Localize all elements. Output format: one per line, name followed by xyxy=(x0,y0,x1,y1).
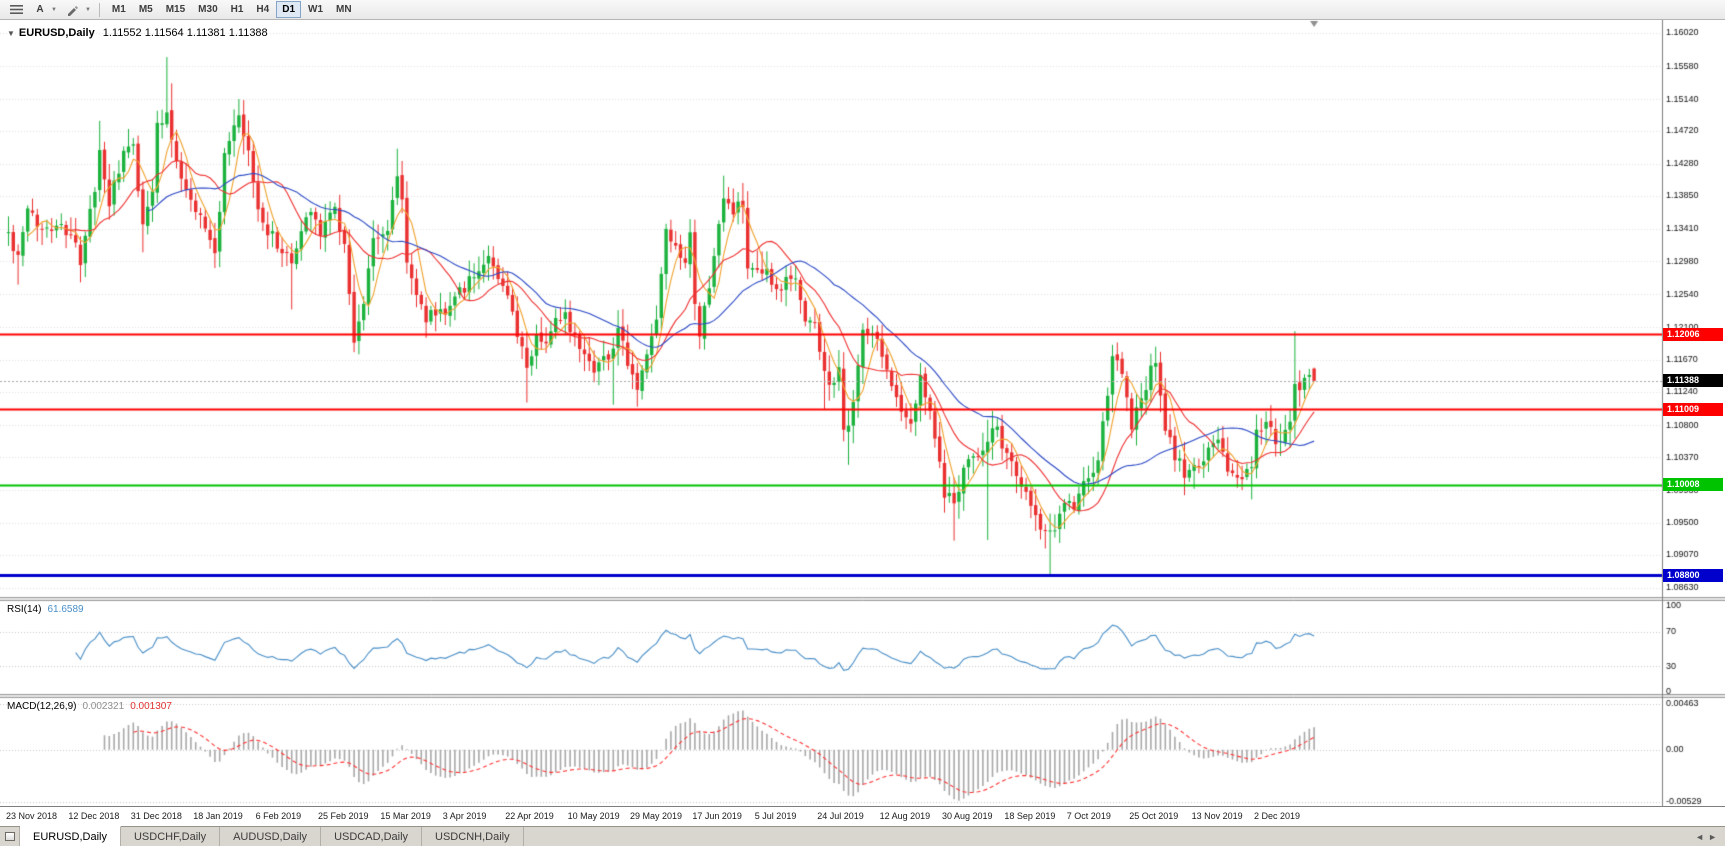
time-axis-label: 12 Dec 2018 xyxy=(68,811,120,821)
price-line-badge: 1.11009 xyxy=(1663,402,1723,416)
timeframe-button-m30[interactable]: M30 xyxy=(198,4,218,15)
tab-scroll-controls: ◄ ► xyxy=(1687,827,1725,846)
chart-tab-usdcnh[interactable]: USDCNH,Daily xyxy=(422,827,524,846)
time-axis-label: 30 Aug 2019 xyxy=(942,811,993,821)
time-axis-label: 18 Jan 2019 xyxy=(193,811,243,821)
time-axis-label: 3 Apr 2019 xyxy=(442,811,487,821)
tab-scroll-right-icon[interactable]: ► xyxy=(1708,831,1717,842)
time-axis-label: 31 Dec 2018 xyxy=(130,811,182,821)
rsi-name: RSI(14) xyxy=(7,604,42,615)
chart-ohlc-values: 1.11552 1.11564 1.11381 1.11388 xyxy=(102,27,268,39)
chart-tab-audusd[interactable]: AUDUSD,Daily xyxy=(220,827,322,846)
timeframe-button-h1[interactable]: H1 xyxy=(230,4,244,15)
timeframe-button-w1[interactable]: W1 xyxy=(308,4,324,15)
current-price-badge: 1.11388 xyxy=(1663,374,1723,388)
time-axis-label: 25 Feb 2019 xyxy=(318,811,369,821)
time-axis-label: 18 Sep 2019 xyxy=(1004,811,1056,821)
price-line-badge: 1.10008 xyxy=(1663,478,1723,491)
timeframe-button-m5[interactable]: M5 xyxy=(138,4,153,15)
time-axis-label: 25 Oct 2019 xyxy=(1129,811,1179,821)
macd-indicator-label: MACD(12,26,9) 0.002321 0.001307 xyxy=(7,701,172,712)
window-list-icon[interactable] xyxy=(0,827,20,846)
time-axis-label: 23 Nov 2018 xyxy=(6,811,58,821)
chart-tab-usdcad[interactable]: USDCAD,Daily xyxy=(321,827,423,846)
time-axis-label: 29 May 2019 xyxy=(630,811,683,821)
time-axis: 23 Nov 2018 12 Dec 2018 31 Dec 2018 18 Jan … xyxy=(0,806,1725,826)
timeframe-button-group: M1 M5 M15 M30 H1 H4 D1 W1 MN xyxy=(106,1,358,18)
macd-signal-value: 0.001307 xyxy=(130,701,172,712)
chart-tabs: EURUSD,Daily USDCHF,Daily AUDUSD,Daily USDC… xyxy=(20,826,524,846)
time-axis-label: 6 Feb 2019 xyxy=(255,811,302,821)
time-axis-label: 17 Jun 2019 xyxy=(692,811,742,821)
cursor-tool-button[interactable]: A xyxy=(36,4,44,15)
chart-title: ▼ EURUSD,Daily 1.11552 1.11564 1.11381 1.1… xyxy=(7,27,268,39)
draw-tool-button[interactable] xyxy=(60,1,84,18)
time-axis-label: 12 Aug 2019 xyxy=(879,811,931,821)
time-axis-label: 7 Oct 2019 xyxy=(1066,811,1111,821)
chart-tab-eurusd[interactable]: EURUSD,Daily xyxy=(20,826,121,846)
tab-scroll-left-icon[interactable]: ◄ xyxy=(1695,831,1705,842)
macd-main-value: 0.002321 xyxy=(82,701,125,712)
rsi-value: 61.6589 xyxy=(47,604,84,615)
price-line-badge: 1.12006 xyxy=(1663,327,1723,341)
macd-name: MACD(12,26,9) xyxy=(7,701,77,712)
timeframe-button-m15[interactable]: M15 xyxy=(165,4,186,15)
chart-tab-usdchf[interactable]: USDCHF,Daily xyxy=(121,827,221,846)
toolbar-separator xyxy=(98,2,100,17)
rsi-indicator-label: RSI(14) 61.6589 xyxy=(7,604,84,615)
timeframe-button-d1[interactable]: D1 xyxy=(276,1,302,18)
chart-area: ▼ EURUSD,Daily 1.11552 1.11564 1.11381 1.1… xyxy=(0,20,1725,826)
time-axis-label: 24 Jul 2019 xyxy=(817,811,864,821)
menu-icon[interactable] xyxy=(4,1,29,18)
time-axis-label: 10 May 2019 xyxy=(567,811,620,821)
time-axis-label: 15 Mar 2019 xyxy=(380,811,431,821)
price-line-badge: 1.08800 xyxy=(1663,568,1723,582)
pencil-icon xyxy=(67,5,78,16)
time-axis-label: 13 Nov 2019 xyxy=(1191,811,1243,821)
toolbar: A ▼ ▼ M1 M5 M15 M30 H1 H4 D1 W1 MN xyxy=(0,0,1725,20)
time-axis-label: 2 Dec 2019 xyxy=(1254,811,1301,821)
price-chart-canvas[interactable] xyxy=(0,20,1725,806)
collapse-arrow-icon[interactable]: ▼ xyxy=(7,29,15,38)
chart-symbol-label: EURUSD,Daily xyxy=(18,27,95,39)
time-axis-label: 22 Apr 2019 xyxy=(505,811,554,821)
chevron-down-icon[interactable]: ▼ xyxy=(51,6,57,13)
timeframe-button-mn[interactable]: MN xyxy=(336,4,352,15)
time-axis-label: 5 Jul 2019 xyxy=(754,811,797,821)
chevron-down-icon[interactable]: ▼ xyxy=(84,6,91,13)
chart-tab-bar: EURUSD,Daily USDCHF,Daily AUDUSD,Daily USDC… xyxy=(0,826,1725,846)
timeframe-button-h4[interactable]: H4 xyxy=(256,4,270,15)
timeframe-button-m1[interactable]: M1 xyxy=(111,4,126,15)
